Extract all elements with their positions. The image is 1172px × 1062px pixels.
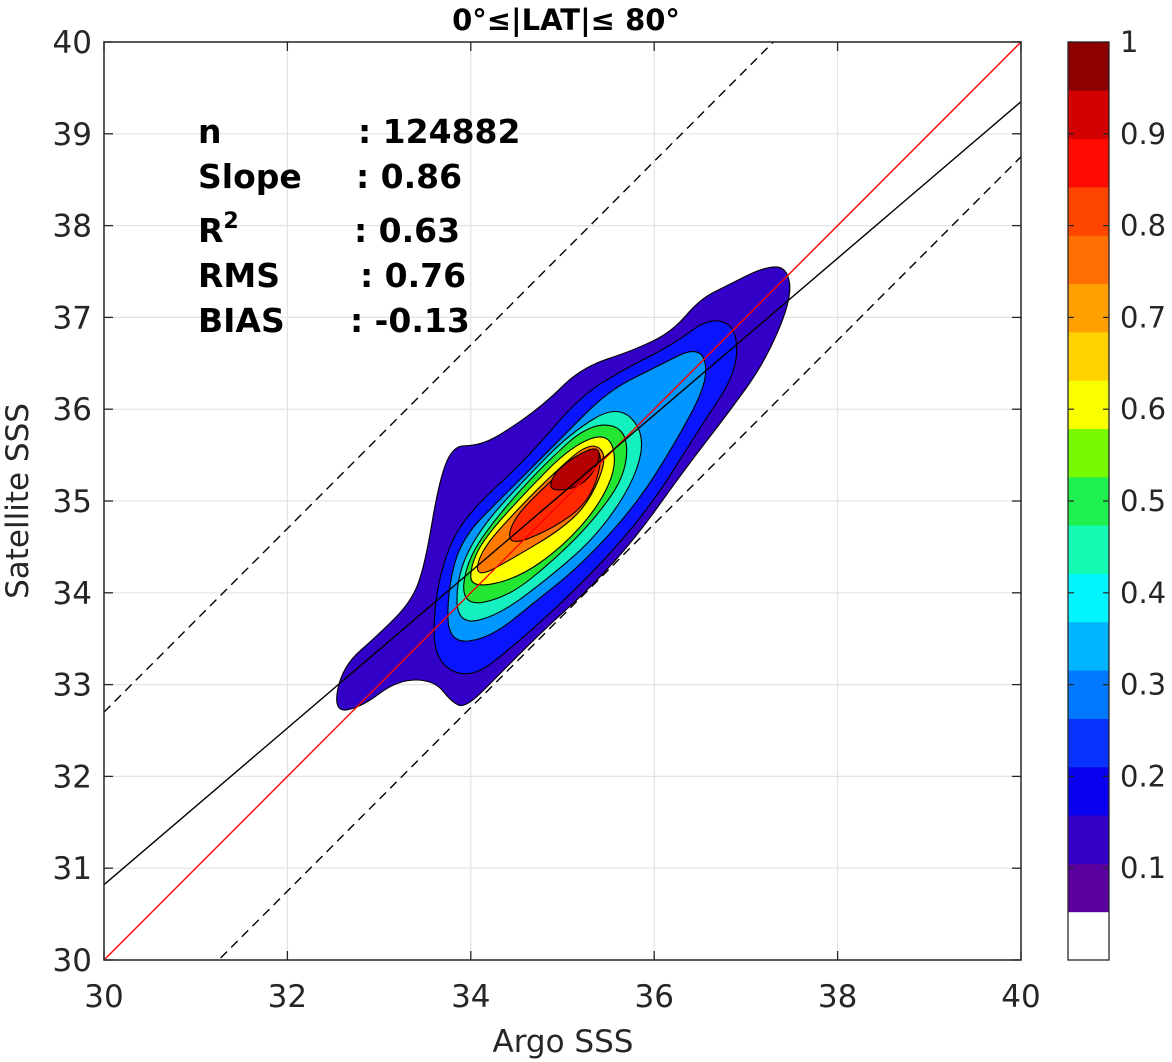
x-tick-labels: 30 32 34 36 38 40: [84, 979, 1040, 1015]
colorbar-segment-11: [1068, 380, 1109, 430]
colorbar-tick-label: 0.6: [1120, 392, 1166, 426]
colorbar-segment-5: [1068, 670, 1109, 719]
stats-annotation: n : 124882 Slope : 0.86 R2 : 0.63 RMS : 0.76 BIA…: [198, 112, 520, 340]
colorbar-segment-1: [1068, 863, 1109, 913]
contour-level-8: [550, 448, 600, 491]
colorbar-tick-label: 0.5: [1120, 484, 1166, 518]
x-tick-label: 40: [1001, 979, 1040, 1015]
y-tick-label: 36: [53, 392, 92, 428]
colorbar-segment-2: [1068, 815, 1109, 864]
stat-value-rms: : 0.76: [360, 256, 466, 295]
y-axis-label: Satellite SSS: [0, 403, 36, 599]
colorbar-segment-10: [1068, 428, 1109, 478]
colorbar-segment-18: [1068, 42, 1109, 91]
stat-value-r: : 0.63: [354, 211, 460, 250]
stat-key-slope: Slope: [198, 157, 302, 196]
reference-lines: [104, 42, 1021, 960]
colorbar-segment-3: [1068, 766, 1109, 816]
stat-value-slope: : 0.86: [356, 157, 462, 196]
y-tick-label: 30: [53, 943, 92, 979]
x-tick-label: 30: [84, 979, 123, 1015]
y-tick-labels: 30 31 32 33 34 35 36 37 38 39 40: [53, 25, 92, 979]
axis-ticks: [103, 41, 1022, 961]
colorbar-segment-16: [1068, 138, 1109, 188]
colorbar-segment-15: [1068, 186, 1109, 236]
y-tick-label: 37: [53, 300, 92, 336]
y-tick-label: 34: [53, 576, 92, 612]
y-tick-label: 35: [53, 484, 92, 520]
stat-value-n: : 124882: [358, 112, 520, 151]
y-tick-label: 40: [53, 25, 92, 61]
colorbar-segment-9: [1068, 476, 1109, 526]
x-tick-label: 32: [268, 979, 307, 1015]
stat-key-bias: BIAS: [198, 301, 285, 340]
colorbar: 0.1 0.2 0.3 0.4 0.5 0.6 0.7 0.8 0.9 1: [1067, 25, 1166, 961]
colorbar-segment-6: [1068, 621, 1109, 671]
colorbar-segment-7: [1068, 573, 1109, 623]
lower-bound-line: [217, 156, 1021, 960]
colorbar-tick-label: 1: [1120, 25, 1138, 59]
stat-key-r: R2: [198, 209, 239, 250]
colorbar-segment-0: [1068, 911, 1109, 961]
chart-title: 0°≤|LAT|≤ 80°: [452, 3, 680, 37]
one-to-one-line: [104, 42, 1021, 960]
stat-value-bias: : -0.13: [350, 301, 470, 340]
colorbar-segment-12: [1068, 331, 1109, 381]
regression-line: [104, 101, 1021, 886]
stat-key-rms: RMS: [198, 256, 280, 295]
colorbar-tick-label: 0.3: [1120, 668, 1166, 702]
colorbar-tick-label: 0.2: [1120, 759, 1166, 793]
stat-key-n: n: [198, 112, 222, 151]
colorbar-tick-label: 0.1: [1120, 851, 1166, 885]
y-tick-label: 33: [53, 668, 92, 704]
y-tick-label: 39: [53, 117, 92, 153]
x-tick-label: 38: [818, 979, 857, 1015]
x-tick-label: 36: [634, 979, 673, 1015]
y-tick-label: 38: [53, 209, 92, 245]
colorbar-segment-17: [1068, 90, 1109, 140]
y-tick-label: 31: [53, 851, 92, 887]
colorbar-segment-8: [1068, 525, 1109, 574]
x-axis-label: Argo SSS: [493, 1024, 634, 1060]
colorbar-tick-label: 0.8: [1120, 209, 1166, 243]
colorbar-segment-13: [1068, 283, 1109, 333]
upper-bound-line: [104, 42, 775, 713]
colorbar-tick-label: 0.4: [1120, 576, 1166, 610]
x-tick-label: 34: [451, 979, 490, 1015]
colorbar-tick-label: 0.9: [1120, 117, 1166, 151]
colorbar-tick-label: 0.7: [1120, 300, 1166, 334]
colorbar-segment-14: [1068, 235, 1109, 285]
y-tick-label: 32: [53, 759, 92, 795]
colorbar-segment-4: [1068, 718, 1109, 768]
